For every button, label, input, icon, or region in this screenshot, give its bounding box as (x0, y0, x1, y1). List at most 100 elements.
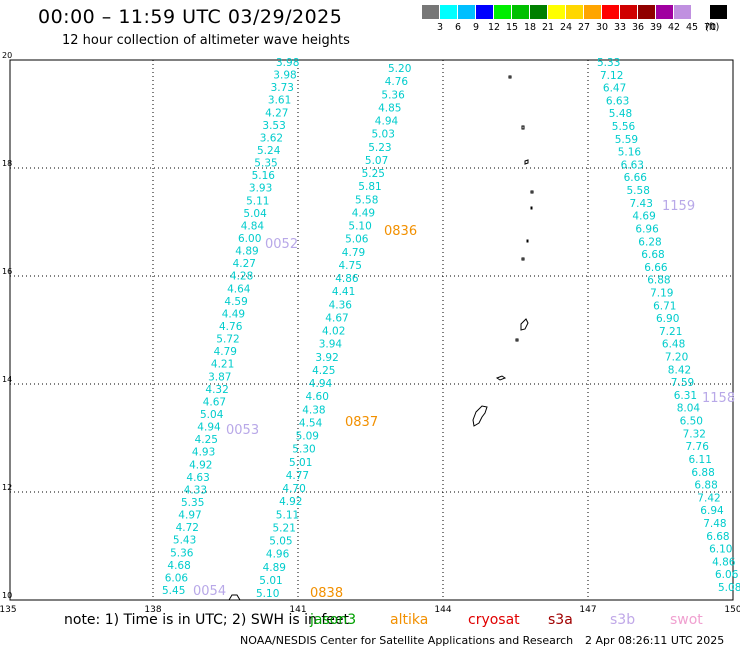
swh-label: 6.47 (603, 83, 626, 95)
swh-label: 4.59 (224, 296, 247, 308)
scale-swatch (638, 5, 655, 19)
scale-swatch (458, 5, 475, 19)
swh-label: 5.10 (348, 221, 371, 233)
scale-label: 42 (667, 22, 681, 33)
swh-label: 3.92 (315, 352, 338, 364)
swh-label: 7.42 (697, 492, 720, 504)
map-frame (9, 59, 734, 601)
swh-label: 4.93 (192, 447, 215, 459)
island-outline (508, 75, 512, 79)
scale-label: 9 (472, 22, 480, 33)
swh-label: 4.27 (233, 258, 256, 270)
scale-swatch (512, 5, 529, 19)
scale-label: 6 (454, 22, 462, 33)
swh-label: 5.23 (368, 142, 391, 154)
island-outline (521, 125, 525, 130)
swh-label: 4.89 (235, 246, 258, 258)
swh-label: 6.48 (662, 339, 685, 351)
map-subtitle: 12 hour collection of altimeter wave hei… (62, 33, 350, 48)
pass-time-label: 1158 (702, 391, 735, 406)
swh-label: 5.06 (345, 234, 369, 246)
swh-label: 7.76 (686, 441, 710, 453)
scale-swatch (692, 5, 709, 19)
swh-label: 4.94 (197, 422, 221, 434)
swh-label: 5.01 (289, 457, 312, 469)
swh-label: 4.54 (299, 417, 323, 429)
latitude-label: 16 (2, 267, 12, 276)
island-outline (520, 318, 529, 331)
swh-label: 5.16 (252, 170, 276, 182)
scale-swatch (494, 5, 511, 19)
legend-s3a: s3a (548, 612, 573, 628)
swh-label: 5.11 (276, 509, 299, 521)
swh-label: 5.04 (200, 409, 224, 421)
swh-label: 5.43 (173, 535, 196, 547)
swh-label: 5.05 (269, 536, 292, 548)
scale-label: 15 (505, 22, 519, 33)
swh-label: 5.35 (181, 497, 204, 509)
swh-label: 4.33 (184, 484, 207, 496)
swh-label: 6.50 (680, 416, 703, 428)
swh-label: 3.87 (208, 371, 231, 383)
pass-time-label: 0054 (193, 584, 226, 599)
longitude-label: 150 (724, 605, 740, 615)
swh-label: 5.01 (259, 575, 282, 587)
swh-label: 5.48 (609, 108, 632, 120)
scale-label: 12 (487, 22, 501, 33)
scale-swatch (602, 5, 619, 19)
swh-label: 6.11 (689, 454, 712, 466)
swh-label: 5.09 (296, 431, 319, 443)
swh-label: 3.53 (262, 120, 285, 132)
swh-label: 4.68 (167, 560, 190, 572)
scale-label: 33 (613, 22, 627, 33)
scale-swatch (548, 5, 565, 19)
scale-label: 30 (595, 22, 609, 33)
swh-label: 5.07 (365, 155, 388, 167)
island-outline (228, 594, 241, 601)
swh-label: 4.49 (222, 308, 245, 320)
swh-label: 6.88 (694, 480, 717, 492)
swh-label: 4.75 (339, 260, 362, 272)
swh-label: 5.03 (372, 129, 395, 141)
swh-label: 4.36 (329, 299, 353, 311)
pass-time-label: 0052 (265, 237, 298, 252)
swh-label: 6.94 (700, 505, 724, 517)
swh-label: 6.88 (647, 275, 670, 287)
swh-label: 4.28 (230, 271, 253, 283)
swh-label: 4.60 (306, 391, 329, 403)
footer-timestamp: 2 Apr 08:26:11 UTC 2025 (585, 634, 725, 647)
swh-label: 4.92 (189, 459, 212, 471)
swh-label: 4.86 (335, 273, 359, 285)
swh-label: 6.71 (653, 300, 676, 312)
scale-swatch (656, 5, 673, 19)
swh-label: 5.04 (243, 208, 267, 220)
pass-time-label: 0836 (384, 224, 417, 239)
swh-label: 5.36 (170, 547, 194, 559)
longitude-label: 138 (144, 605, 161, 615)
swh-label: 4.49 (352, 207, 375, 219)
swh-label: 4.21 (211, 359, 234, 371)
swh-label: 5.25 (362, 168, 385, 180)
swh-label: 7.19 (650, 288, 673, 300)
scale-label: 36 (631, 22, 645, 33)
swh-label: 7.59 (671, 377, 694, 389)
scale-swatch (584, 5, 601, 19)
island-outline (524, 159, 529, 165)
swh-label: 5.81 (358, 181, 381, 193)
pass-time-label: 0838 (310, 586, 343, 601)
swh-label: 5.20 (388, 63, 411, 75)
swh-label: 6.66 (624, 172, 648, 184)
swh-label: 4.63 (186, 472, 209, 484)
swh-label: 5.59 (615, 134, 638, 146)
swh-label: 4.76 (385, 76, 409, 88)
scale-label: 24 (559, 22, 573, 33)
swh-label: 4.70 (282, 483, 305, 495)
legend-cryosat: cryosat (468, 612, 520, 628)
swh-label: 6.06 (715, 569, 739, 581)
swh-label: 7.32 (683, 428, 706, 440)
swh-label: 4.72 (176, 522, 199, 534)
swh-label: 4.94 (309, 378, 333, 390)
scale-label: 70 (703, 22, 717, 33)
swh-label: 5.56 (612, 121, 636, 133)
scale-label: 21 (541, 22, 555, 33)
